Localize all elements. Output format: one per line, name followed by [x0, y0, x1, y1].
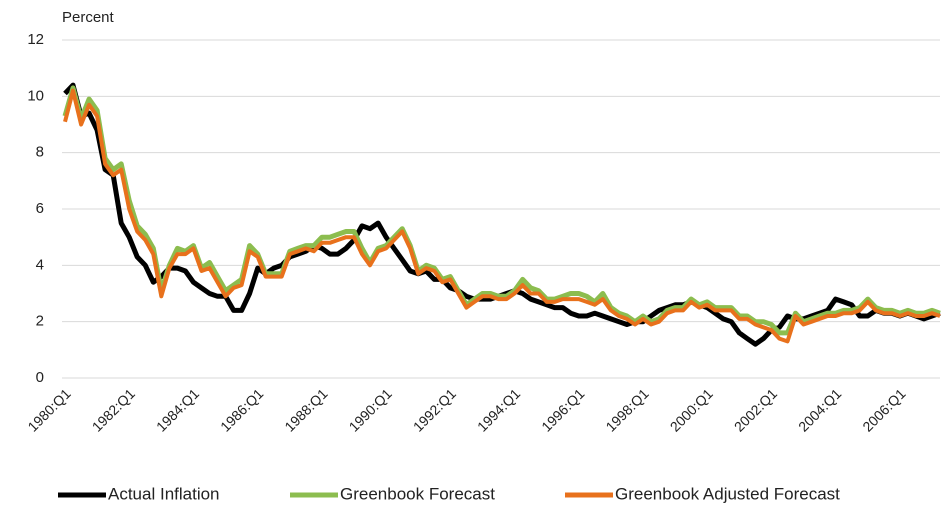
series-line: [63, 88, 941, 344]
y-axis-label: Percent: [62, 9, 115, 26]
x-tick-label: 2004:Q1: [795, 385, 844, 434]
y-tick-label: 8: [36, 144, 44, 161]
x-tick-label: 1992:Q1: [410, 385, 459, 434]
x-tick-label: 1996:Q1: [538, 385, 587, 434]
x-tick-label: 2006:Q1: [859, 385, 908, 434]
x-tick-label: 1988:Q1: [281, 385, 330, 434]
x-tick-label: 1984:Q1: [153, 385, 202, 434]
x-tick-label: 1994:Q1: [474, 385, 523, 434]
x-tick-label: 1998:Q1: [602, 385, 651, 434]
x-tick-label: 2002:Q1: [731, 385, 780, 434]
y-tick-label: 4: [36, 256, 44, 273]
y-tick-label: 2: [36, 313, 44, 330]
x-tick-label: 1990:Q1: [346, 385, 395, 434]
series-line: [63, 82, 941, 347]
y-tick-label: 10: [27, 87, 44, 104]
legend-label: Greenbook Adjusted Forecast: [615, 484, 840, 503]
y-tick-label: 6: [36, 200, 44, 217]
x-tick-label: 1982:Q1: [89, 385, 138, 434]
y-tick-label: 0: [36, 369, 44, 386]
series-line: [62, 85, 941, 336]
legend-label: Greenbook Forecast: [340, 484, 495, 503]
x-tick-label: 2000:Q1: [667, 385, 716, 434]
x-tick-label: 1980:Q1: [24, 385, 73, 434]
legend-label: Actual Inflation: [108, 484, 220, 503]
y-tick-label: 12: [27, 31, 44, 48]
x-tick-label: 1986:Q1: [217, 385, 266, 434]
